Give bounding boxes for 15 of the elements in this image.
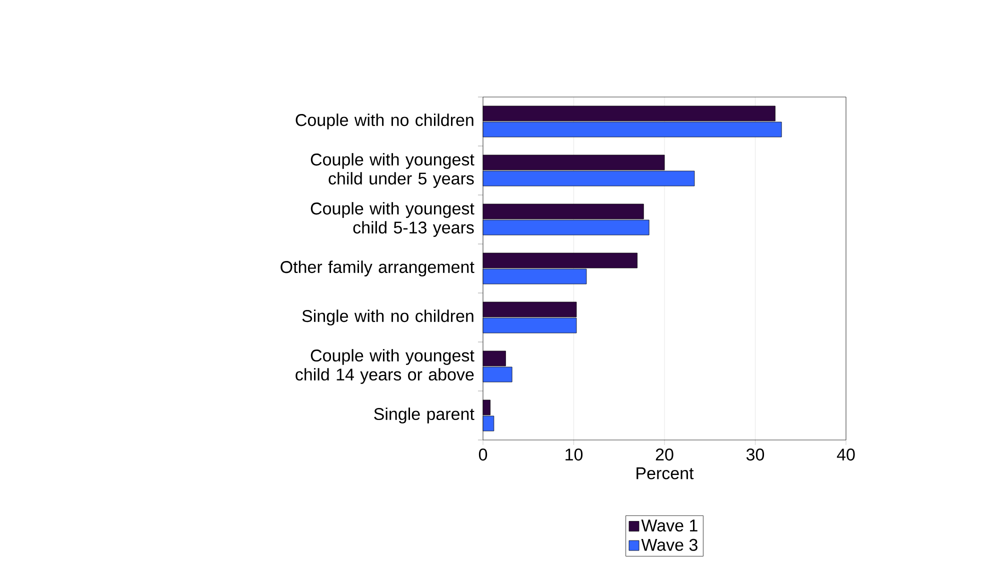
y-tick-label: Single with no children	[302, 310, 474, 326]
legend-label: Wave 1	[641, 520, 698, 532]
y-tick-label: Other family arrangement	[280, 260, 474, 276]
x-tick-label: 30	[746, 448, 764, 461]
x-tick-label: 10	[566, 448, 583, 461]
x-axis-title: Percent	[636, 467, 694, 480]
y-tick-label: Single parent	[374, 408, 474, 424]
y-tick-label: Couple with youngest child 14 years or above	[296, 349, 474, 384]
x-tick-label: 40	[836, 448, 855, 461]
x-tick-label: 0	[478, 448, 488, 461]
y-tick-label: Couple with youngest child under 5 years	[310, 153, 474, 188]
y-tick-label: Couple with no children	[296, 114, 474, 130]
legend-label: Wave 3	[641, 538, 698, 551]
y-tick-label: Couple with youngest child 5-13 years	[310, 202, 474, 237]
x-tick-label: 20	[656, 448, 674, 461]
